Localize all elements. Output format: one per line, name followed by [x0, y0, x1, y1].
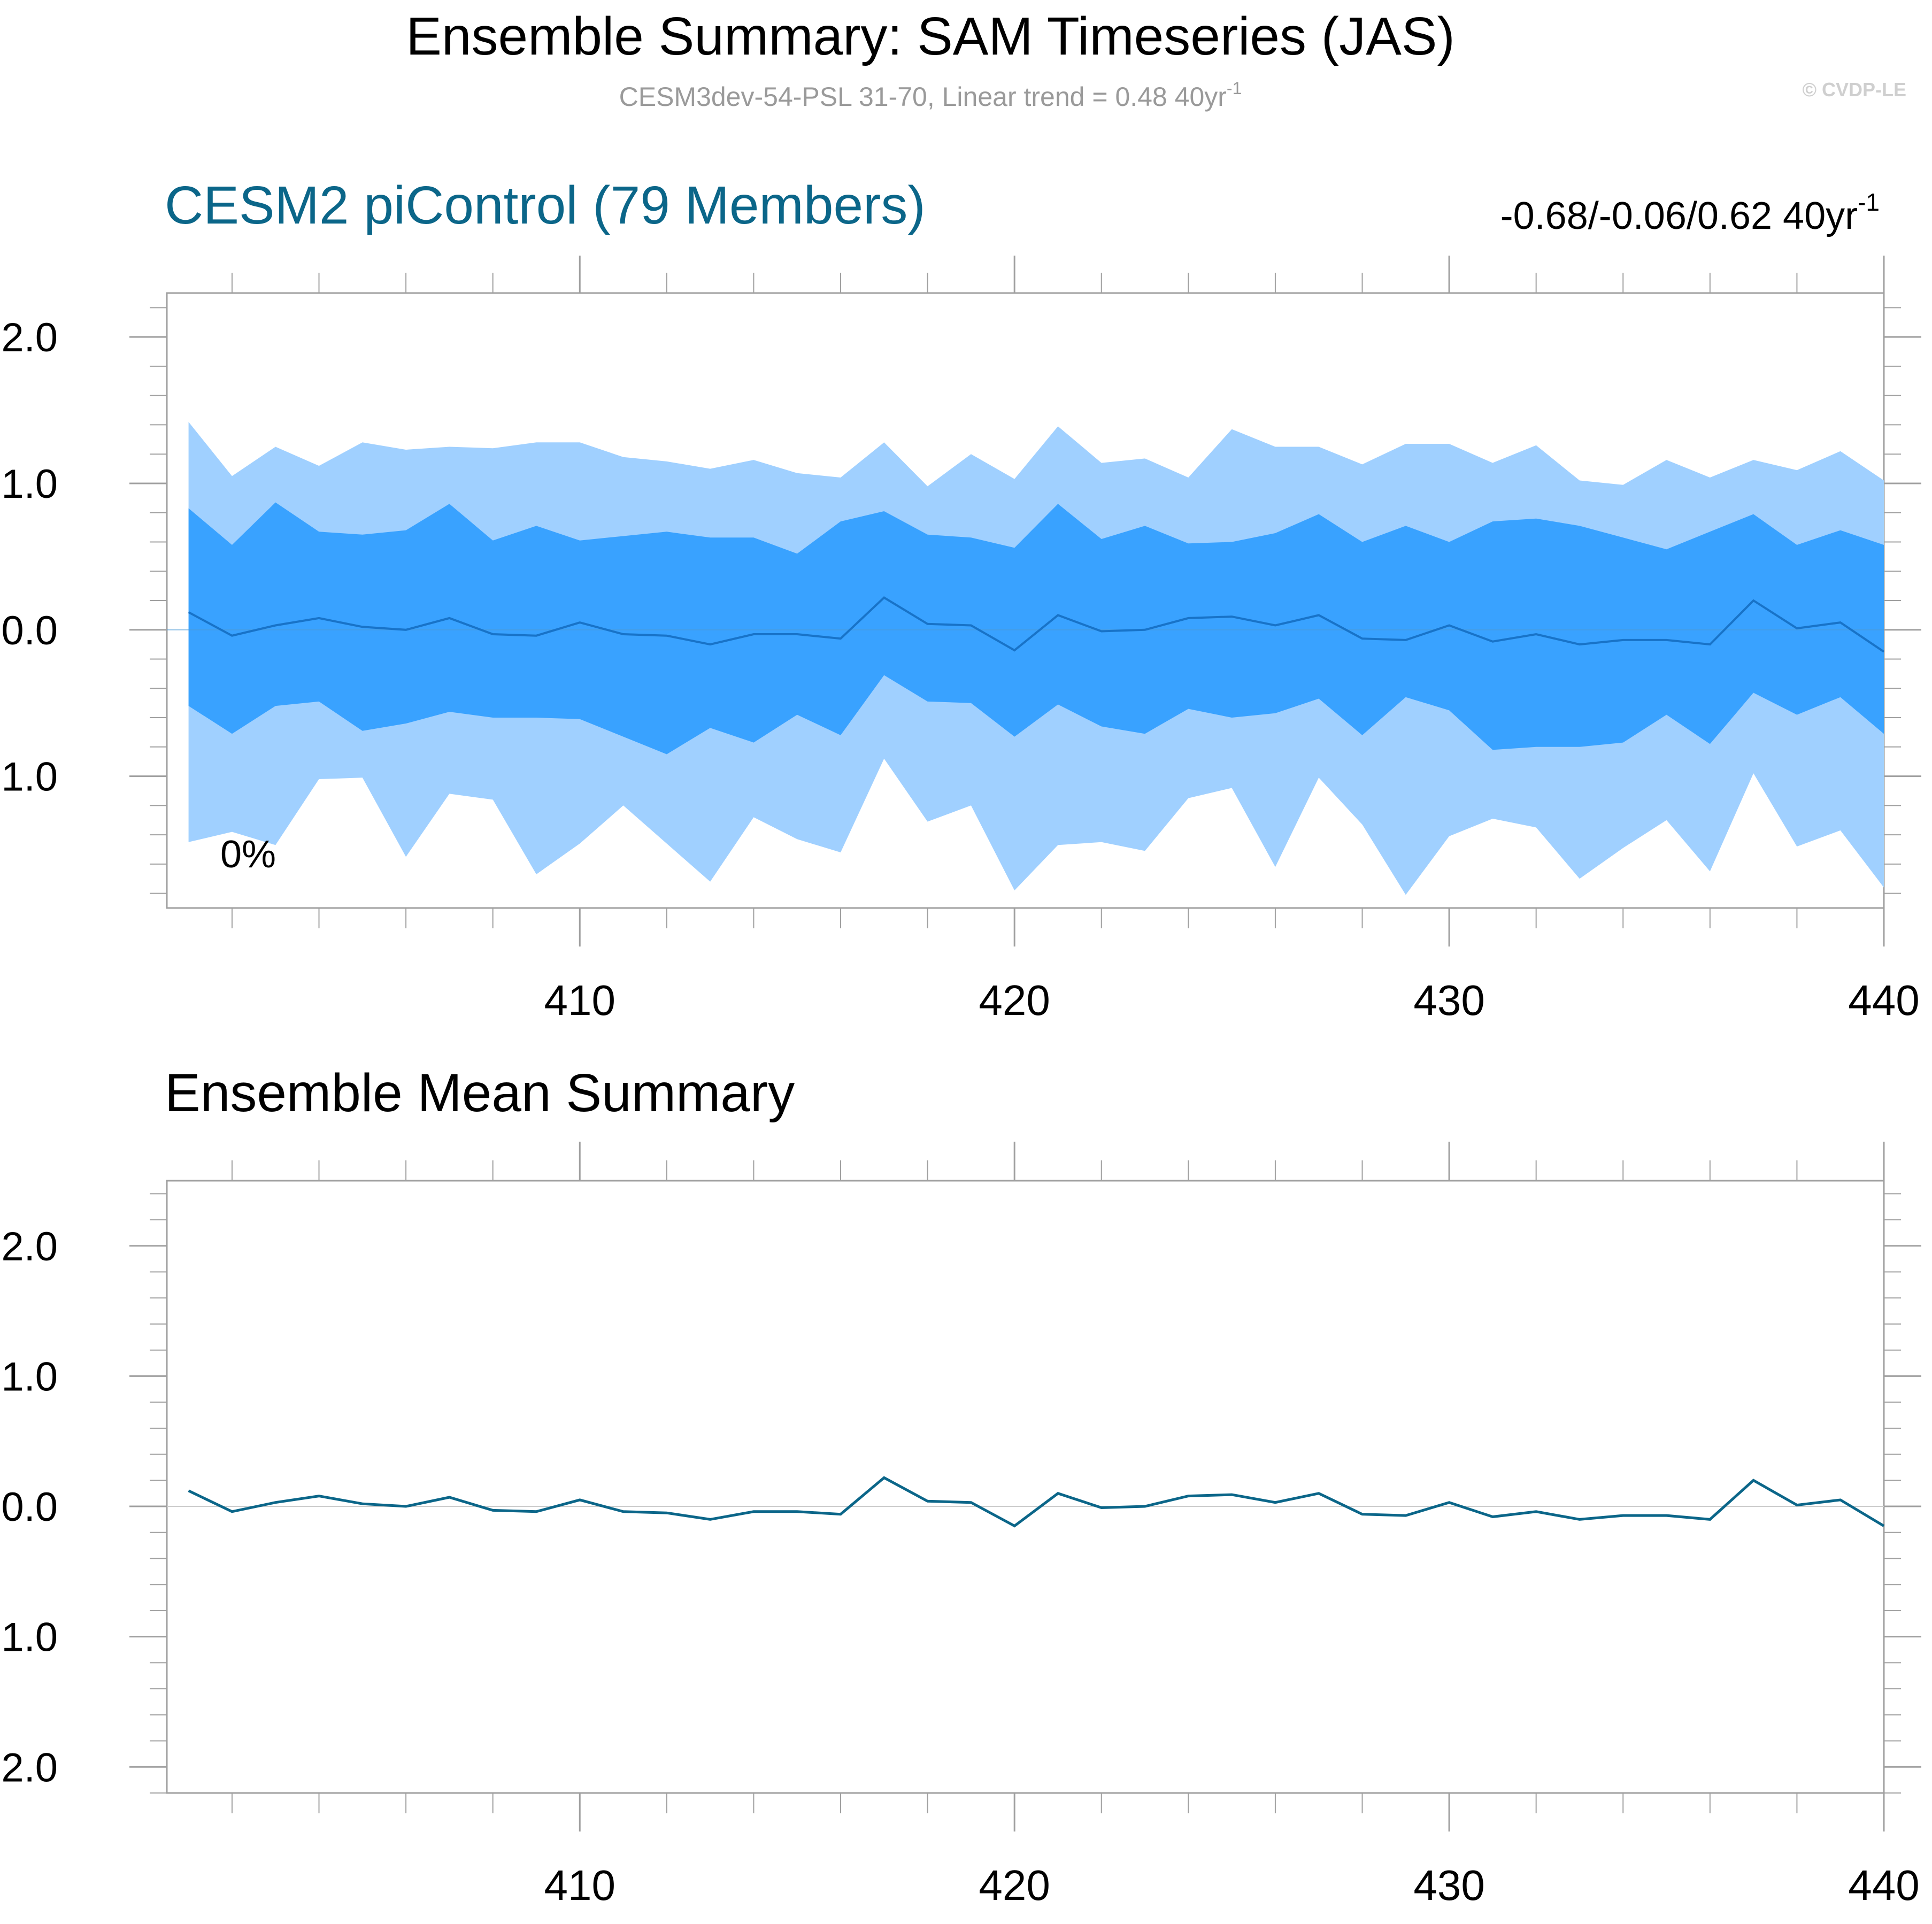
x-tick-label: 410: [544, 976, 615, 1024]
ensemble-mean-panel: Ensemble Mean Summary -2.0 -1.0 0.0 1.0 2.0 4…: [0, 1063, 1921, 1909]
ensemble-spread-panel: CESM2 piControl (79 Members) -0.68/-0.06…: [0, 175, 1921, 1024]
inner-spread-band: [188, 502, 1884, 755]
x-tick-label: 430: [1413, 1861, 1484, 1909]
ensemble-mean-line: [188, 1476, 1885, 1528]
panel1-trend-sup: -1: [1858, 188, 1880, 216]
y-tick-label: -1.0: [0, 1615, 58, 1660]
panel2-plot-layer: -2.0 -1.0 0.0 1.0 2.0 410 420 430 440: [0, 1142, 1921, 1909]
plot-frame: [166, 1180, 1885, 1794]
figure-subtitle: CESM3dev-54-PSL 31-70, Linear trend = 0.…: [619, 79, 1242, 112]
x-tick-label: 420: [979, 1861, 1050, 1909]
y-tick-label: -2.0: [0, 1745, 58, 1790]
figure-title: Ensemble Summary: SAM Timeseries (JAS): [406, 6, 1455, 66]
y-tick-label: 0.0: [1, 608, 58, 653]
panel1-title: CESM2 piControl (79 Members): [165, 175, 926, 235]
panel1-plot-layer: -1.0 0.0 1.0 2.0 410 420 430 440: [0, 256, 1921, 1024]
median-line: [188, 596, 1885, 653]
y-tick-label: 2.0: [1, 315, 58, 360]
watermark: © CVDP-LE: [1802, 79, 1906, 101]
x-tick-label: 420: [979, 976, 1050, 1024]
y-tick-label: -1.0: [0, 755, 58, 800]
y-tick-label: 1.0: [1, 461, 58, 507]
panel1-percent-annotation: 0%: [220, 833, 276, 876]
panel1-trend-text: -0.68/-0.06/0.62 40yr: [1500, 195, 1858, 237]
panel1-trend-label: -0.68/-0.06/0.62 40yr-1: [1500, 188, 1880, 237]
y-tick-label: 2.0: [1, 1224, 58, 1269]
x-tick-label: 440: [1848, 1861, 1919, 1909]
figure-subtitle-sup: -1: [1227, 79, 1242, 98]
figure-subtitle-main: CESM3dev-54-PSL 31-70, Linear trend = 0.…: [619, 82, 1227, 112]
x-tick-label: 410: [544, 1861, 615, 1909]
x-tick-label: 430: [1413, 976, 1484, 1024]
y-tick-label: 1.0: [1, 1354, 58, 1399]
panel2-title: Ensemble Mean Summary: [165, 1063, 795, 1123]
y-tick-label: 0.0: [1, 1484, 58, 1530]
x-tick-label: 440: [1848, 976, 1919, 1024]
